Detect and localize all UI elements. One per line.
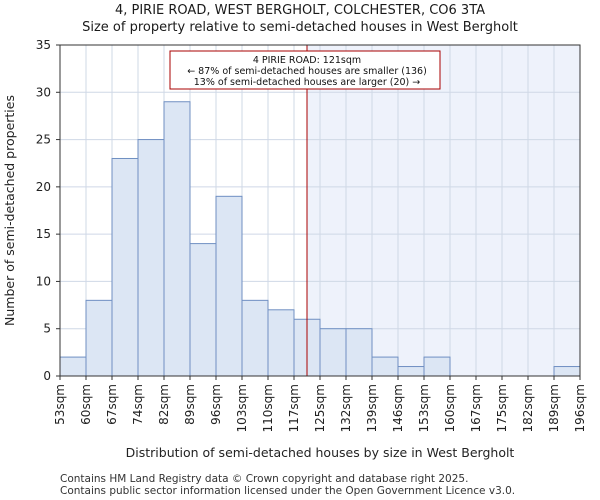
histogram-bar: [319, 328, 347, 377]
x-tick-label: 182sqm: [521, 384, 535, 432]
y-tick-label: 10: [36, 274, 51, 288]
histogram-bar: [215, 195, 243, 377]
annotation-line-1: 4 PIRIE ROAD: 121sqm: [253, 55, 361, 66]
x-tick-label: 167sqm: [469, 384, 483, 432]
annotation-box: [169, 50, 441, 90]
x-tick-label: 132sqm: [339, 384, 353, 432]
y-tick-label: 25: [36, 133, 51, 147]
annotation-line-2: ← 87% of semi-detached houses are smalle…: [187, 66, 427, 77]
y-tick-label: 0: [43, 369, 51, 383]
histogram-bar: [85, 299, 113, 377]
x-tick-label: 153sqm: [417, 384, 431, 432]
histogram-bar: [553, 366, 581, 377]
x-tick-label: 117sqm: [287, 384, 301, 432]
y-tick-label: 20: [36, 180, 51, 194]
x-tick-label: 139sqm: [365, 384, 379, 432]
histogram-bar: [423, 356, 451, 377]
histogram-bar: [163, 101, 191, 377]
x-tick-label: 60sqm: [79, 384, 93, 425]
x-tick-label: 125sqm: [313, 384, 327, 432]
x-tick-label: 96sqm: [209, 384, 223, 425]
histogram-chart: 0 5 10 15 20 25 30 35 53sqm 60sqm 67sqm 74sqm 82sqm 8…: [2, 38, 587, 460]
annotation-line-3: 13% of semi-detached houses are larger (…: [194, 77, 421, 88]
x-tick-label: 196sqm: [573, 384, 587, 432]
footer-copyright: Contains HM Land Registry data © Crown c…: [60, 473, 469, 485]
x-tick-label: 89sqm: [183, 384, 197, 425]
larger-region-shading: [307, 45, 580, 376]
histogram-bar: [267, 309, 295, 377]
y-tick-label: 35: [36, 38, 51, 52]
histogram-bar: [241, 299, 269, 377]
x-tick-label: 53sqm: [53, 384, 67, 425]
x-axis-label: Distribution of semi-detached houses by …: [126, 445, 515, 460]
x-tick-label: 110sqm: [261, 384, 275, 432]
y-tick-label: 5: [43, 322, 51, 336]
x-tick-label: 189sqm: [547, 384, 561, 432]
x-tick-label: 67sqm: [105, 384, 119, 425]
histogram-bar: [345, 328, 373, 377]
x-tick-label: 82sqm: [157, 384, 171, 425]
histogram-bar: [59, 356, 87, 377]
y-tick-label: 15: [36, 227, 51, 241]
x-tick-label: 74sqm: [131, 384, 145, 425]
chart-title: 4, PIRIE ROAD, WEST BERGHOLT, COLCHESTER…: [114, 3, 486, 18]
histogram-bar: [397, 366, 425, 377]
x-tick-label: 103sqm: [235, 384, 249, 432]
histogram-bar: [137, 139, 165, 377]
histogram-bar: [111, 157, 139, 377]
x-tick-label: 175sqm: [495, 384, 509, 432]
histogram-bar: [189, 243, 217, 377]
chart-subtitle: Size of property relative to semi-detach…: [82, 20, 518, 35]
y-axis-label: Number of semi-detached properties: [2, 95, 17, 326]
x-tick-label: 160sqm: [443, 384, 457, 432]
histogram-bar: [371, 356, 399, 377]
y-tick-label: 30: [36, 85, 51, 99]
footer-licence: Contains public sector information licen…: [60, 485, 516, 497]
x-tick-label: 146sqm: [391, 384, 405, 432]
